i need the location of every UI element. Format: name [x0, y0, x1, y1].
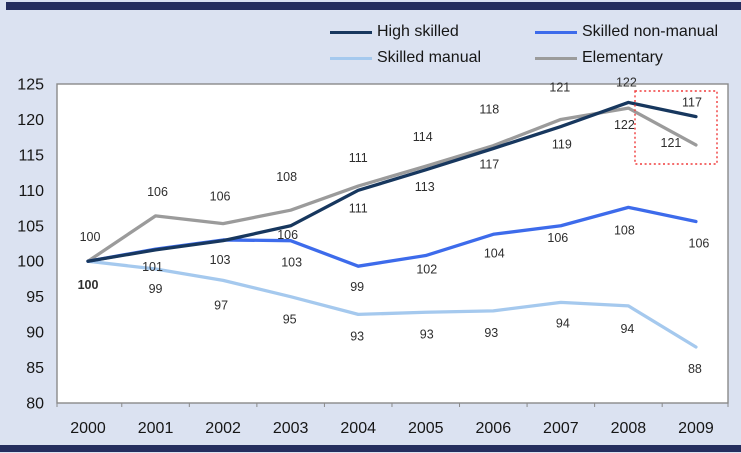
x-axis-label: 2000 [70, 420, 106, 437]
data-label: 103 [210, 253, 231, 267]
data-label: 122 [616, 75, 637, 89]
data-label: 117 [479, 158, 499, 172]
data-label: 122 [614, 118, 635, 132]
y-axis-label: 95 [26, 289, 44, 306]
data-label: 118 [479, 103, 499, 117]
data-label: 111 [349, 201, 368, 215]
data-label: 119 [552, 138, 572, 152]
y-axis-label: 115 [18, 147, 44, 164]
data-label: 93 [484, 326, 498, 340]
data-label: 108 [614, 223, 635, 237]
x-axis-label: 2004 [340, 420, 376, 437]
data-label: 94 [556, 316, 570, 330]
data-label: 114 [413, 130, 433, 144]
top-border-bar [6, 2, 741, 10]
data-label: 104 [484, 246, 505, 260]
data-label: 106 [547, 231, 568, 245]
y-axis-label: 80 [26, 396, 44, 413]
data-label: 103 [281, 256, 302, 270]
bottom-border-bar [0, 445, 741, 452]
x-axis-label: 2006 [476, 420, 512, 437]
data-label: 88 [688, 362, 702, 376]
data-label: 106 [277, 228, 298, 242]
data-label: 95 [283, 313, 297, 327]
y-axis-label: 105 [17, 218, 44, 235]
y-axis-label: 85 [26, 360, 44, 377]
x-axis-label: 2009 [678, 420, 714, 437]
data-label: 106 [147, 185, 168, 199]
data-label: 113 [415, 180, 435, 194]
series-line-high-skilled [86, 100, 698, 263]
data-label: 93 [350, 329, 364, 343]
data-label: 94 [620, 322, 634, 336]
y-axis-label: 100 [17, 254, 44, 271]
data-label: 101 [142, 260, 163, 274]
x-axis-label: 2003 [273, 420, 309, 437]
data-label: 99 [149, 282, 163, 296]
data-label: 97 [214, 298, 228, 312]
x-axis-label: 2002 [205, 420, 241, 437]
x-axis-label: 2008 [611, 420, 647, 437]
data-label: 121 [661, 136, 682, 150]
data-label: 100 [78, 278, 99, 292]
data-label: 106 [689, 237, 710, 251]
data-label: 111 [349, 151, 368, 165]
data-label: 117 [682, 96, 702, 110]
x-axis-label: 2007 [543, 420, 579, 437]
data-label: 93 [420, 327, 434, 341]
data-label: 106 [210, 190, 231, 204]
data-label: 108 [276, 170, 297, 184]
y-axis-label: 110 [18, 183, 44, 200]
y-axis-label: 90 [26, 325, 44, 342]
x-axis-label: 2005 [408, 420, 444, 437]
data-label: 99 [350, 280, 364, 294]
x-axis-label: 2001 [138, 420, 174, 437]
data-label: 100 [80, 230, 101, 244]
y-axis-label: 120 [17, 112, 44, 129]
y-axis-label: 125 [17, 77, 44, 94]
data-label: 121 [549, 80, 570, 94]
series-line-skilled-manual [86, 259, 698, 349]
data-label: 102 [416, 263, 437, 277]
plot-background [56, 83, 729, 404]
